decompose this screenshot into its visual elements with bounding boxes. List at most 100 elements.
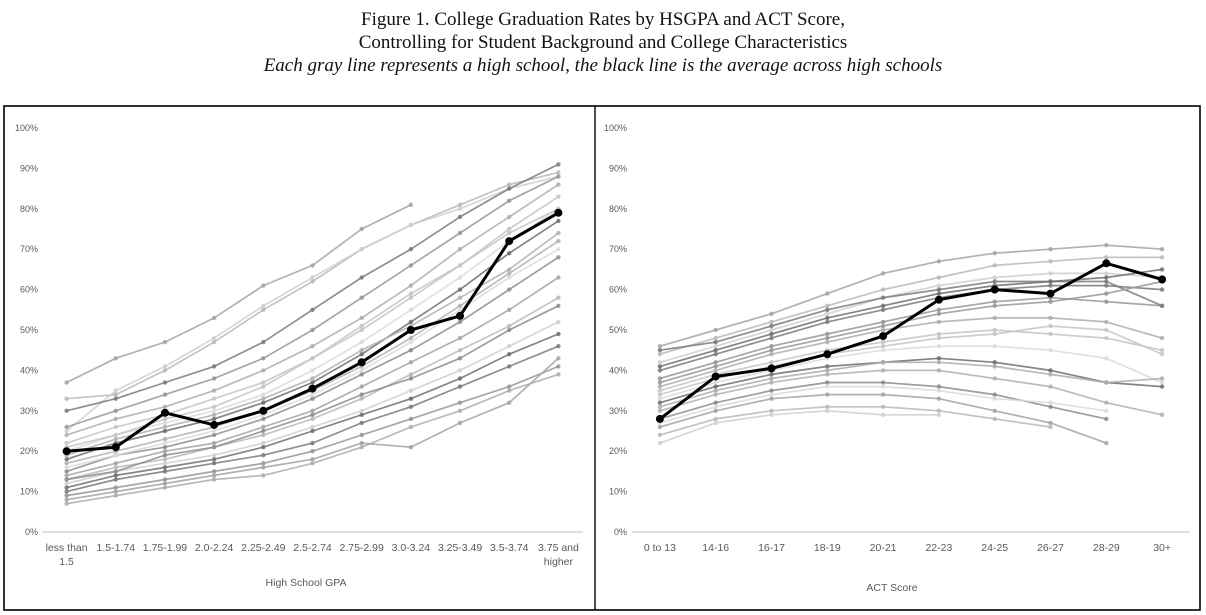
school-point <box>880 327 886 333</box>
school-point <box>825 372 830 377</box>
school-point <box>359 352 364 357</box>
school-point <box>261 303 266 308</box>
figure-title-line-2: Controlling for Student Background and C… <box>358 32 848 53</box>
school-point <box>880 323 886 329</box>
average-point <box>357 358 366 367</box>
school-point <box>310 412 315 417</box>
school-point <box>1104 440 1109 446</box>
school-point <box>113 408 119 413</box>
school-point <box>1159 384 1165 389</box>
y-tick-label: 10% <box>609 487 627 497</box>
school-point <box>992 396 997 401</box>
school-point <box>936 388 942 393</box>
school-point <box>359 315 364 321</box>
school-point <box>657 404 663 409</box>
school-point <box>310 344 315 349</box>
school-line <box>659 345 1163 400</box>
school-point <box>657 352 663 357</box>
school-point <box>211 339 217 345</box>
school-point <box>556 238 561 244</box>
x-tick-label: 1.75-1.99 <box>143 542 188 554</box>
school-line <box>659 405 1051 436</box>
school-point <box>507 287 512 292</box>
school-point <box>359 339 364 345</box>
school-point <box>992 299 997 304</box>
school-point <box>1159 267 1165 272</box>
school-point <box>310 380 315 385</box>
school-point <box>556 372 561 377</box>
school-point <box>359 396 364 401</box>
x-tick-label: higher <box>544 556 574 568</box>
y-tick-label: 60% <box>609 285 627 295</box>
average-point <box>62 447 71 456</box>
school-point <box>1159 335 1165 341</box>
school-point <box>769 408 774 413</box>
school-point <box>261 440 266 446</box>
x-tick-label: less than <box>46 542 88 554</box>
school-point <box>457 356 463 361</box>
school-point <box>507 400 512 405</box>
school-line <box>659 280 1163 384</box>
school-point <box>113 453 119 458</box>
school-point <box>457 295 463 300</box>
school-point <box>936 331 942 337</box>
average-point <box>823 350 832 359</box>
school-point <box>713 368 718 373</box>
school-point <box>1048 400 1053 405</box>
school-point <box>359 247 364 252</box>
school-point <box>408 295 414 300</box>
school-point <box>769 388 774 393</box>
school-point <box>457 376 463 381</box>
school-point <box>769 331 774 337</box>
school-point <box>113 396 119 401</box>
school-point <box>880 384 886 389</box>
school-point <box>162 457 168 462</box>
school-point <box>769 323 774 329</box>
school-point <box>825 291 830 296</box>
school-point <box>936 291 942 296</box>
school-point <box>64 457 69 462</box>
average-point <box>990 285 999 294</box>
school-point <box>261 461 266 466</box>
school-point <box>359 440 364 446</box>
school-point <box>408 263 414 268</box>
school-point <box>992 408 997 413</box>
school-point <box>992 263 997 268</box>
school-point <box>507 251 512 256</box>
school-point <box>211 477 217 482</box>
school-point <box>880 380 886 385</box>
school-point <box>1159 352 1165 357</box>
school-point <box>457 408 463 413</box>
school-point <box>457 335 463 341</box>
school-point <box>713 400 718 405</box>
school-point <box>408 319 414 325</box>
school-point <box>64 477 69 482</box>
school-point <box>162 364 168 369</box>
x-tick-label: 3.75 and <box>538 542 579 554</box>
school-point <box>1048 315 1053 321</box>
school-point <box>408 372 414 377</box>
school-point <box>457 368 463 373</box>
school-point <box>556 170 561 175</box>
y-tick-label: 40% <box>20 365 38 375</box>
school-point <box>1159 412 1165 417</box>
school-point <box>261 283 266 288</box>
school-point <box>457 214 463 220</box>
school-point <box>261 307 266 312</box>
average-point <box>1046 289 1055 298</box>
school-point <box>769 376 774 381</box>
school-point <box>457 206 463 211</box>
school-point <box>769 327 774 333</box>
school-point <box>457 400 463 405</box>
school-point <box>992 315 997 321</box>
school-line <box>659 296 1163 380</box>
school-point <box>880 295 886 300</box>
school-point <box>1104 275 1109 280</box>
average-point <box>456 311 464 320</box>
school-point <box>64 485 69 490</box>
school-point <box>769 344 774 349</box>
school-point <box>113 392 119 397</box>
school-point <box>64 497 69 502</box>
school-point <box>64 469 69 474</box>
school-point <box>713 364 718 369</box>
